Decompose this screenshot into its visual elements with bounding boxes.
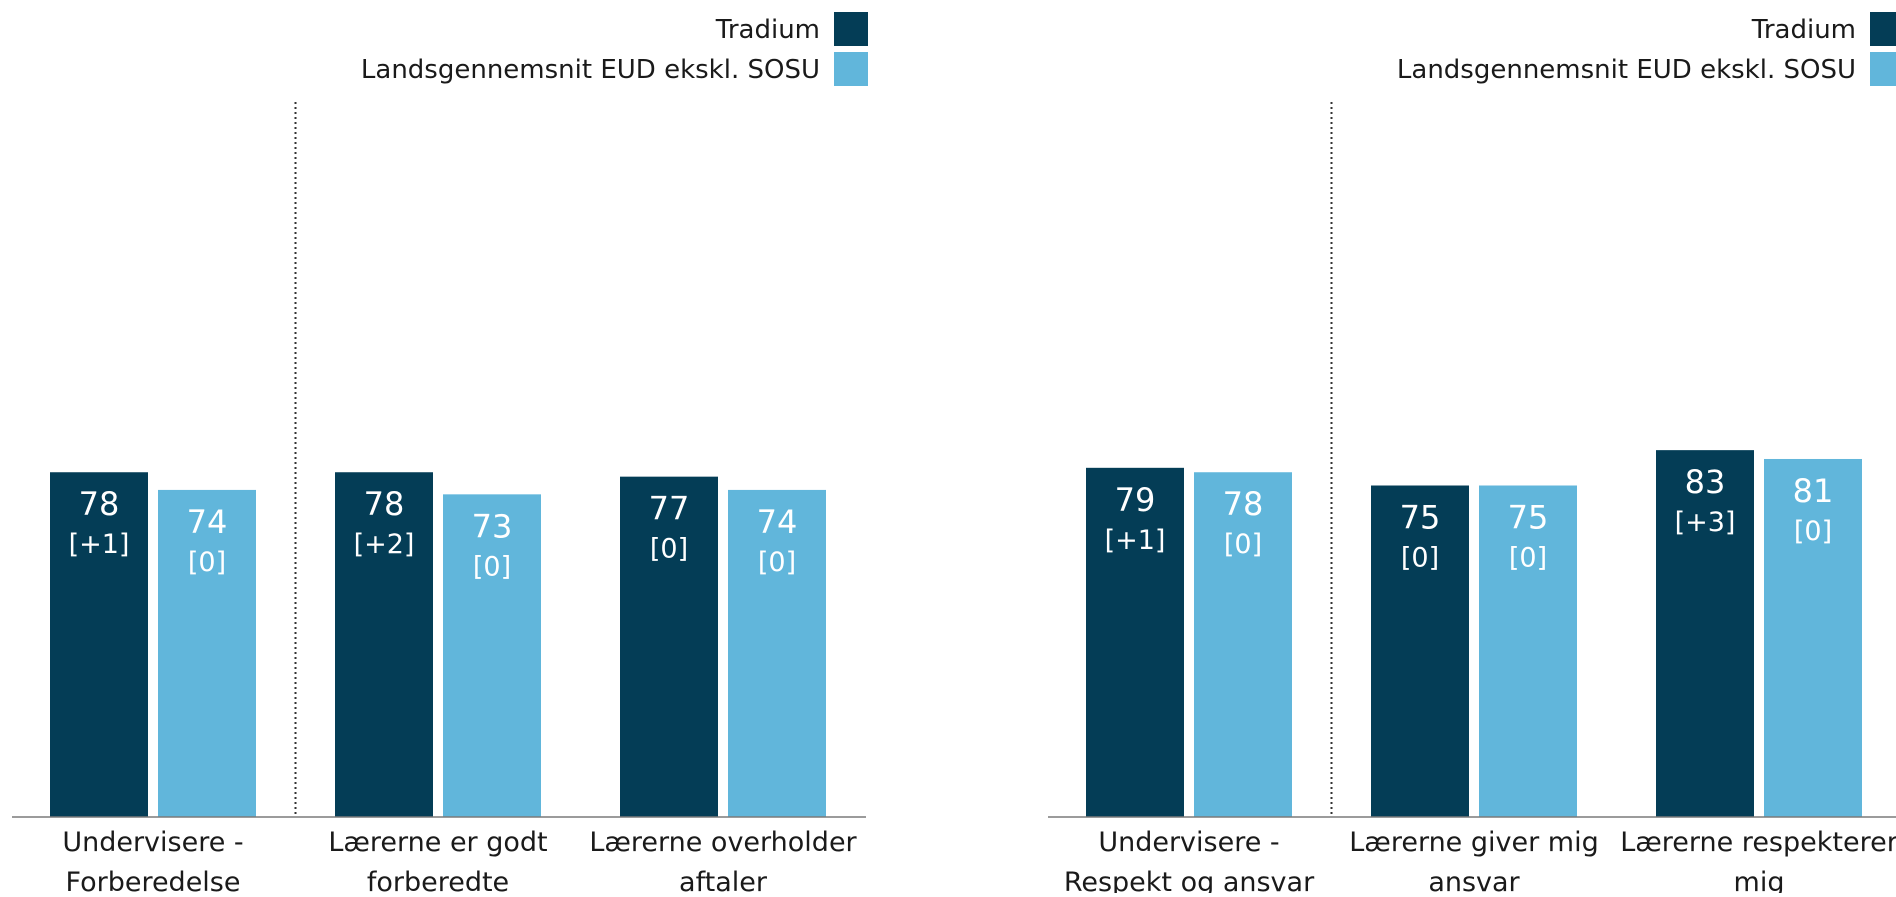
category-label-g2-line1: Lærerne er godt: [328, 827, 547, 858]
category-label-g1-line1: Undervisere -: [1098, 827, 1279, 858]
change-label-g3-s1: [0]: [650, 534, 688, 565]
legend-swatch-1: [1870, 12, 1896, 46]
value-label-g2-s2: 75: [1508, 499, 1549, 537]
bar-g2-s2: [443, 494, 541, 817]
category-label-g1-line1: Undervisere -: [62, 827, 243, 858]
bar-g1-s2: [1194, 472, 1292, 817]
bar-g1-s1: [50, 472, 148, 817]
bar-g2-s1: [335, 472, 433, 817]
category-label-g3-line2: mig: [1734, 867, 1785, 893]
value-label-g2-s1: 75: [1400, 499, 1441, 537]
category-label-g3-line1: Lærerne overholder: [589, 827, 857, 858]
category-label-g1-line2: Respekt og ansvar: [1064, 867, 1315, 893]
value-label-g2-s1: 78: [364, 485, 405, 523]
value-label-g3-s1: 83: [1685, 463, 1726, 501]
legend-swatch-2: [1870, 52, 1896, 86]
change-label-g3-s2: [0]: [758, 547, 796, 578]
legend-label-2: Landsgennemsnit EUD ekskl. SOSU: [361, 55, 820, 85]
bar-g2-s2: [1479, 485, 1577, 817]
value-label-g2-s2: 73: [472, 507, 513, 545]
bar-g3-s1: [620, 476, 718, 817]
change-label-g3-s2: [0]: [1794, 516, 1832, 547]
category-label-g2-line2: forberedte: [367, 867, 509, 893]
category-label-g2-line2: ansvar: [1428, 867, 1520, 893]
bar-g1-s2: [158, 489, 256, 817]
category-label-g3-line2: aftaler: [679, 867, 768, 893]
legend-swatch-1: [834, 12, 868, 46]
change-label-g2-s2: [0]: [1509, 543, 1547, 574]
value-label-g1-s2: 74: [187, 503, 228, 541]
legend-label-1: Tradium: [715, 15, 820, 45]
category-label-g3-line1: Lærerne respekterer: [1620, 827, 1896, 858]
value-label-g1-s1: 78: [79, 485, 120, 523]
value-label-g1-s1: 79: [1115, 481, 1156, 519]
legend-label-2: Landsgennemsnit EUD ekskl. SOSU: [1397, 55, 1856, 85]
change-label-g3-s1: [+3]: [1675, 507, 1736, 538]
bar-g3-s2: [1764, 458, 1862, 817]
change-label-g2-s1: [+2]: [354, 529, 415, 560]
value-label-g3-s2: 74: [757, 503, 798, 541]
bar-g2-s1: [1371, 485, 1469, 817]
bar-g3-s1: [1656, 450, 1754, 817]
value-label-g1-s2: 78: [1223, 485, 1264, 523]
value-label-g3-s2: 81: [1793, 472, 1834, 510]
change-label-g1-s1: [+1]: [69, 529, 130, 560]
legend-swatch-2: [834, 52, 868, 86]
legend-label-1: Tradium: [1751, 15, 1856, 45]
bar-g3-s2: [728, 489, 826, 817]
change-label-g1-s2: [0]: [188, 547, 226, 578]
change-label-g2-s2: [0]: [473, 551, 511, 582]
change-label-g1-s2: [0]: [1224, 529, 1262, 560]
category-label-g1-line2: Forberedelse: [66, 867, 241, 893]
change-label-g2-s1: [0]: [1401, 543, 1439, 574]
category-label-g2-line1: Lærerne giver mig: [1349, 827, 1598, 858]
bar-g1-s1: [1086, 467, 1184, 817]
value-label-g3-s1: 77: [649, 490, 690, 528]
change-label-g1-s1: [+1]: [1105, 525, 1166, 556]
